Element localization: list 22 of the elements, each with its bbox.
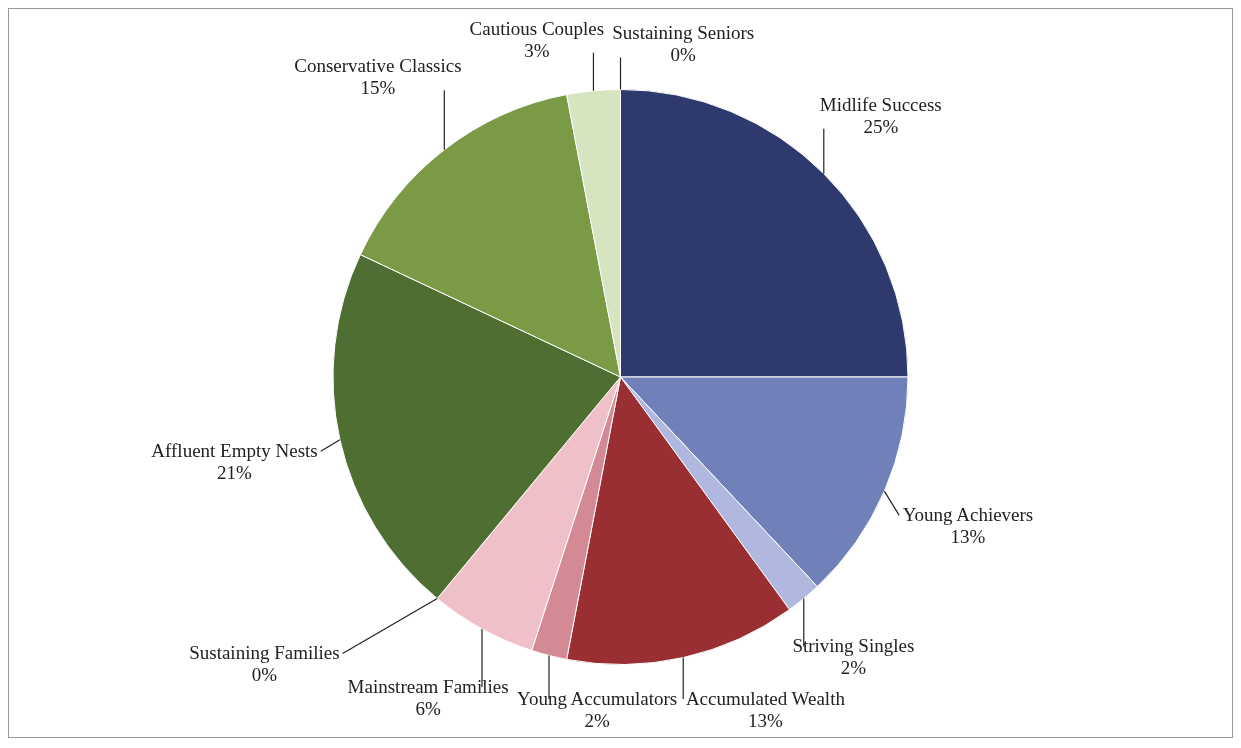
text: 0% (251, 664, 278, 686)
data-label: 2% (840, 657, 867, 679)
data-label: 2% (584, 709, 610, 731)
text: 0% (670, 44, 696, 66)
data-label: 6% (415, 698, 441, 720)
category-label: Sustaining Families (189, 642, 340, 664)
category-label: Sustaining Seniors (612, 22, 755, 44)
slice-label: Accumulated Wealth (685, 687, 846, 709)
data-label: 25% (863, 115, 899, 137)
data-label: 21% (217, 462, 253, 484)
slice-label: Affluent Empty Nests (151, 440, 318, 462)
slice-label: Midlife Success (819, 93, 942, 115)
data-label: 13% (950, 526, 986, 548)
slice-label: Mainstream Families (347, 676, 509, 698)
slice-label: Young Achievers (902, 504, 1034, 526)
slice-label: Cautious Couples (469, 17, 605, 39)
data-label: 13% (747, 709, 783, 731)
data-label: 15% (360, 77, 396, 99)
slice-label: Young Accumulators (517, 687, 678, 709)
slice-label: Striving Singles (792, 635, 915, 657)
slice-label: Conservative Classics (294, 55, 462, 77)
data-label: 3% (524, 39, 550, 61)
